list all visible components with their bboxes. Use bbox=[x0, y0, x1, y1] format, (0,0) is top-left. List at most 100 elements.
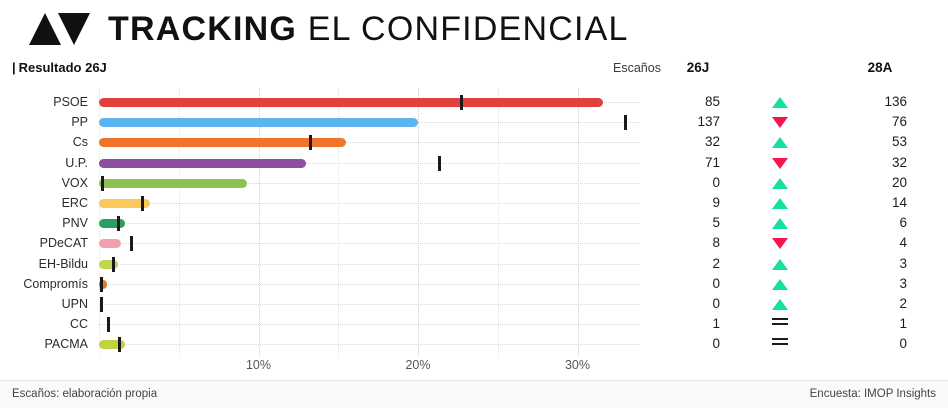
bar-track bbox=[99, 334, 639, 354]
bar-track bbox=[99, 213, 639, 233]
party-label-eh-bildu: EH-Bildu bbox=[38, 256, 88, 271]
result-legend-text: Resultado 26J bbox=[18, 60, 107, 75]
seats-26j-value: 2 bbox=[712, 255, 720, 271]
row-dotted-baseline bbox=[99, 243, 639, 245]
seats-28a-value: 76 bbox=[891, 114, 907, 130]
bar-track bbox=[99, 153, 639, 173]
seats-28a-value: 53 bbox=[891, 134, 907, 150]
party-label-cs: Cs bbox=[72, 135, 88, 150]
row-dotted-baseline bbox=[99, 142, 639, 144]
row-dotted-baseline bbox=[99, 304, 639, 306]
trend-cell bbox=[760, 92, 800, 112]
seats-26j-value: 0 bbox=[712, 336, 720, 352]
table-row: PSOE 85 136 bbox=[0, 92, 948, 112]
party-label-pacma: PACMA bbox=[44, 337, 88, 352]
seats-28a-value: 0 bbox=[899, 336, 907, 352]
result-26j-marker bbox=[100, 276, 104, 292]
seats-26j-value: 0 bbox=[712, 275, 720, 291]
brand-bold: TRACKING bbox=[108, 10, 298, 48]
result-26j-marker bbox=[624, 115, 628, 131]
row-dotted-baseline bbox=[99, 223, 639, 225]
table-row: UPN 0 2 bbox=[0, 294, 948, 314]
vote-bar bbox=[99, 259, 119, 269]
vote-bar bbox=[99, 138, 347, 148]
bar-track bbox=[99, 274, 639, 294]
trend-cell bbox=[760, 314, 800, 334]
row-dotted-baseline bbox=[99, 263, 639, 266]
x-axis: 10% 20% 30% bbox=[0, 356, 948, 380]
seats-column-group-label: Escaños bbox=[613, 61, 661, 75]
trend-cell bbox=[760, 153, 800, 173]
party-label-pdecat: PDeCAT bbox=[39, 236, 88, 251]
table-row: VOX 0 20 bbox=[0, 173, 948, 193]
seats-28a-value: 20 bbox=[891, 174, 907, 190]
table-row: EH-Bildu 2 3 bbox=[0, 254, 948, 274]
trend-cell bbox=[760, 173, 800, 193]
table-row: U.P. 71 32 bbox=[0, 153, 948, 173]
x-axis-tick-label: 30% bbox=[564, 358, 591, 372]
result-26j-marker bbox=[308, 135, 312, 151]
seats-26j-value: 8 bbox=[712, 235, 720, 251]
row-dotted-baseline bbox=[99, 182, 639, 185]
result-legend-label: | Resultado 26J bbox=[12, 60, 107, 75]
seats-28a-value: 4 bbox=[899, 235, 907, 251]
party-label-u-p-: U.P. bbox=[65, 155, 88, 170]
seats-28a-value: 3 bbox=[899, 275, 907, 291]
seats-28a-value: 32 bbox=[891, 154, 907, 170]
result-26j-marker bbox=[141, 196, 145, 211]
seats-28a-value: 14 bbox=[891, 195, 907, 210]
arrow-up-icon bbox=[772, 278, 788, 290]
result-26j-marker bbox=[112, 256, 116, 272]
page-header: TRACKING EL CONFIDENCIAL bbox=[0, 0, 948, 58]
equals-icon bbox=[772, 316, 788, 327]
seats-26j-value: 5 bbox=[712, 215, 720, 231]
page-footer: Escaños: elaboración propia Encuesta: IM… bbox=[0, 380, 948, 408]
seats-26j-value: 137 bbox=[697, 114, 720, 130]
result-26j-marker bbox=[460, 95, 464, 110]
party-label-erc: ERC bbox=[61, 196, 88, 210]
row-dotted-baseline bbox=[99, 203, 639, 205]
x-axis-tick-label: 10% bbox=[245, 358, 272, 372]
arrow-down-icon bbox=[772, 117, 788, 129]
result-26j-marker bbox=[101, 175, 105, 191]
table-row: CC 1 1 bbox=[0, 314, 948, 334]
column-header-28a: 28A bbox=[867, 60, 893, 75]
vote-bar bbox=[99, 118, 418, 128]
vote-bar bbox=[99, 239, 122, 249]
seats-28a-value: 136 bbox=[884, 94, 907, 109]
trend-cell bbox=[760, 193, 800, 213]
trend-cell bbox=[760, 334, 800, 354]
legend-bar-marker: | bbox=[12, 60, 16, 75]
arrow-up-icon bbox=[772, 299, 788, 310]
brand-light: EL CONFIDENCIAL bbox=[307, 10, 629, 48]
party-label-pnv: PNV bbox=[62, 216, 88, 231]
arrow-up-icon bbox=[772, 137, 788, 149]
result-26j-marker bbox=[106, 317, 110, 333]
party-label-cc: CC bbox=[69, 317, 88, 332]
seats-28a-value: 2 bbox=[899, 296, 907, 311]
result-26j-marker bbox=[129, 236, 133, 252]
arrow-up-icon bbox=[772, 198, 788, 209]
table-row: PACMA 0 0 bbox=[0, 334, 948, 354]
bar-track bbox=[99, 112, 639, 132]
arrow-down-icon bbox=[772, 157, 788, 169]
footer-source-poll: Encuesta: IMOP Insights bbox=[809, 388, 936, 400]
table-row: PNV 5 6 bbox=[0, 213, 948, 233]
bar-track bbox=[99, 173, 639, 193]
row-dotted-baseline bbox=[99, 162, 639, 165]
vote-bar bbox=[99, 158, 307, 168]
bar-track bbox=[99, 92, 639, 112]
party-label-vox: VOX bbox=[61, 175, 88, 190]
seats-26j-value: 0 bbox=[712, 296, 720, 311]
vote-bar bbox=[99, 199, 151, 208]
table-row: Compromís 0 3 bbox=[0, 274, 948, 294]
seats-28a-value: 1 bbox=[899, 316, 907, 332]
equals-icon bbox=[772, 336, 788, 347]
row-dotted-baseline bbox=[99, 283, 639, 286]
trend-cell bbox=[760, 294, 800, 314]
row-dotted-baseline bbox=[99, 344, 639, 346]
arrow-up-icon bbox=[772, 218, 788, 230]
vote-bar bbox=[99, 98, 604, 107]
vote-bar bbox=[99, 178, 248, 188]
